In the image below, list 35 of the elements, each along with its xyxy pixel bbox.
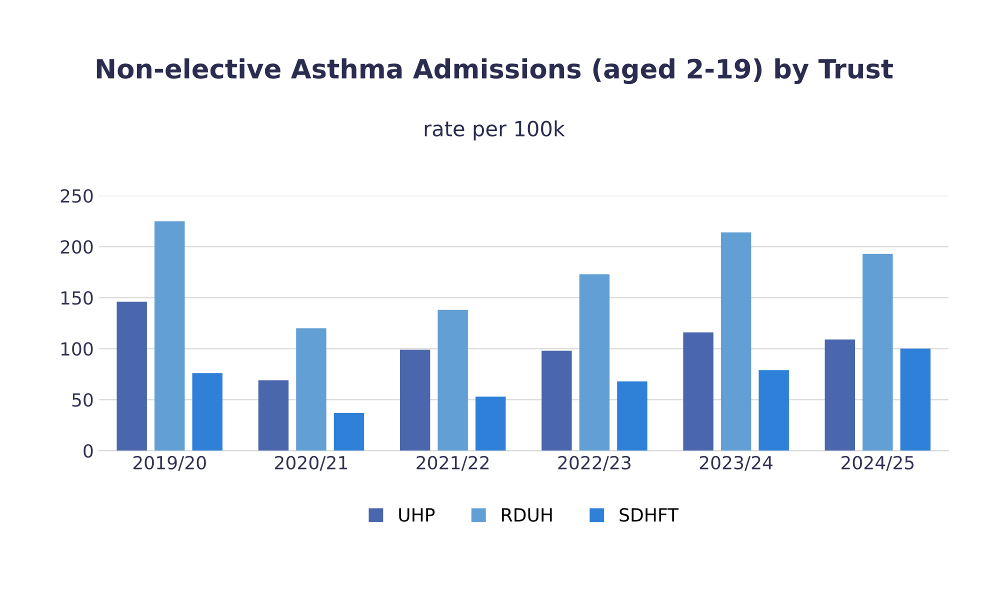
bar [758,370,789,451]
bar [438,310,468,451]
x-tick-label: 2021/22 [416,456,489,471]
bar [192,373,222,451]
bar [475,396,506,451]
y-tick-label: 50 [72,393,93,407]
bar [154,221,185,451]
y-tick-label: 150 [61,291,93,305]
bar [824,340,856,451]
bar [258,380,289,451]
bar [720,232,752,451]
y-tick-label: 0 [84,444,93,458]
bar [617,381,648,451]
x-tick-label: 2020/21 [275,456,348,471]
bar [683,332,714,451]
legend-label: SDHFT [620,508,679,522]
bar [542,350,572,451]
chart-subtitle: rate per 100k [424,120,565,141]
x-tick-label: 2022/23 [558,456,631,471]
bar [296,328,326,451]
bar [579,274,610,451]
legend-label: RDUH [502,508,552,522]
x-tick-label: 2023/24 [700,456,773,471]
x-tick-label: 2024/25 [841,456,914,471]
bar [334,412,364,451]
bar [862,254,893,451]
y-tick-label: 100 [61,342,93,356]
bar [116,302,147,451]
y-tick-label: 200 [60,240,93,254]
x-tick-label: 2019/20 [133,456,206,471]
bar [400,350,430,451]
bar [900,348,931,451]
y-tick-label: 250 [60,189,93,203]
legend-label: UHP [399,508,435,522]
chart-title: Non-elective Asthma Admissions (aged 2-19) by Trust [96,58,893,84]
